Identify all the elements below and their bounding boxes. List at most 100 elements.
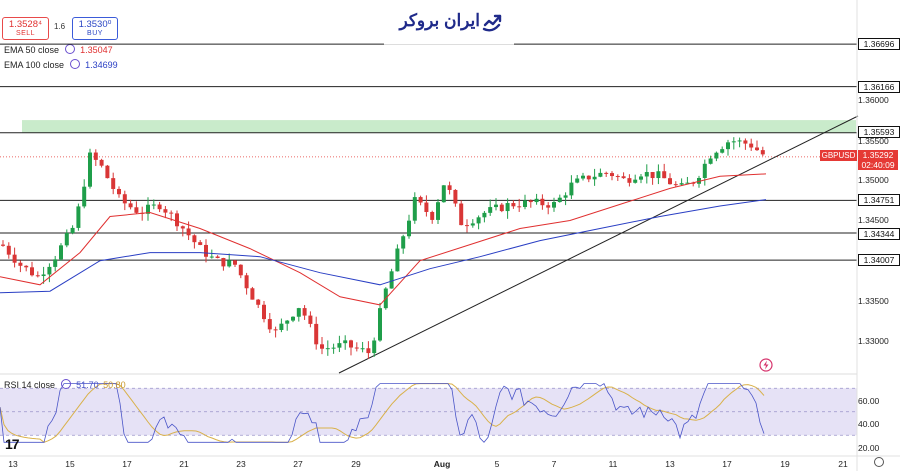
level-label: 1.34344 xyxy=(858,228,900,240)
bearish-candle xyxy=(105,165,110,179)
bearish-candle xyxy=(453,189,458,204)
time-tick: 19 xyxy=(780,459,790,469)
bullish-candle xyxy=(470,223,475,226)
bullish-candle xyxy=(476,217,481,224)
bearish-candle xyxy=(621,176,626,179)
bearish-candle xyxy=(221,258,226,267)
rsi-line xyxy=(0,383,765,443)
bullish-candle xyxy=(592,176,597,180)
ema50-value: 1.35047 xyxy=(80,45,113,55)
bullish-candle xyxy=(407,220,411,237)
level-label: 1.34007 xyxy=(858,254,900,266)
time-tick: 15 xyxy=(65,459,75,469)
rsi-legend[interactable]: RSI 14 close 51.70 50.80 xyxy=(4,379,126,390)
ema100-value: 1.34699 xyxy=(85,60,118,70)
sell-quote-button[interactable]: 1.3528⁴ SELL xyxy=(2,17,49,40)
bearish-candle xyxy=(262,304,266,320)
bullish-candle xyxy=(505,203,510,212)
price-tick: 1.33000 xyxy=(858,336,889,346)
ema100-legend[interactable]: EMA 100 close 1.34699 xyxy=(4,59,118,70)
bullish-candle xyxy=(633,179,638,183)
bullish-candle xyxy=(401,236,406,249)
bullish-candle xyxy=(41,274,46,277)
bullish-candle xyxy=(488,207,493,213)
bullish-candle xyxy=(436,202,440,220)
bullish-candle xyxy=(563,195,568,198)
bullish-candle xyxy=(552,202,556,208)
ema100-line xyxy=(0,199,767,294)
bullish-candle xyxy=(151,204,156,206)
bearish-candle xyxy=(250,288,255,300)
eye-icon[interactable] xyxy=(60,379,71,389)
bearish-candle xyxy=(186,228,191,236)
time-tick: 13 xyxy=(8,459,18,469)
bullish-candle xyxy=(412,197,417,221)
gear-icon[interactable] xyxy=(874,457,884,467)
tradingview-logo-icon: 17 xyxy=(5,436,20,452)
bearish-candle xyxy=(30,267,34,276)
bullish-candle xyxy=(598,172,603,177)
bullish-candle xyxy=(557,197,562,203)
bearish-candle xyxy=(233,260,237,265)
bullish-candle xyxy=(644,172,649,177)
time-tick: 7 xyxy=(551,459,557,469)
bearish-candle xyxy=(366,348,371,354)
bearish-candle xyxy=(204,244,208,257)
bullish-candle xyxy=(360,348,365,350)
bullish-candle xyxy=(731,141,736,143)
bearish-candle xyxy=(180,226,185,229)
spread-value: 1.6 xyxy=(54,22,66,31)
bearish-candle xyxy=(546,205,551,208)
bearish-candle xyxy=(610,173,614,177)
bullish-candle xyxy=(53,259,58,267)
rsi-tick: 60.00 xyxy=(858,396,880,406)
bearish-candle xyxy=(499,204,504,212)
bearish-candle xyxy=(743,140,748,144)
bullish-candle xyxy=(656,171,661,179)
time-tick: 21 xyxy=(838,459,848,469)
bearish-candle xyxy=(320,344,324,349)
bullish-candle xyxy=(82,186,87,207)
bearish-candle xyxy=(430,211,435,220)
bearish-candle xyxy=(24,265,29,268)
bearish-candle xyxy=(157,204,162,210)
buy-quote-button[interactable]: 1.3530⁰ BUY xyxy=(72,17,118,40)
price-tick: 1.34500 xyxy=(858,215,889,225)
bearish-candle xyxy=(517,206,522,208)
bearish-candle xyxy=(244,275,249,289)
bullish-candle xyxy=(343,340,348,344)
time-tick: 11 xyxy=(608,459,618,469)
bullish-candle xyxy=(291,316,295,321)
bullish-candle xyxy=(209,256,214,258)
trend-line xyxy=(338,115,859,374)
bearish-candle xyxy=(198,242,203,245)
level-label: 1.34751 xyxy=(858,194,900,206)
bullish-candle xyxy=(325,348,330,350)
bearish-candle xyxy=(117,188,121,195)
sell-price: 1.3528⁴ xyxy=(8,19,43,30)
bullish-candle xyxy=(285,320,290,324)
bearish-candle xyxy=(627,178,632,183)
bullish-candle xyxy=(389,271,394,289)
symbol-tag: GBPUSD xyxy=(820,150,857,161)
brand-logo: ایران بروکر xyxy=(384,0,514,45)
bearish-candle xyxy=(215,256,220,259)
time-tick: 29 xyxy=(351,459,361,469)
bullish-candle xyxy=(70,227,75,234)
bearish-candle xyxy=(273,329,278,331)
bearish-candle xyxy=(459,203,464,226)
time-tick: 5 xyxy=(494,459,500,469)
bearish-candle xyxy=(314,323,319,345)
bearish-candle xyxy=(6,245,11,255)
bearish-candle xyxy=(673,184,678,186)
bearish-candle xyxy=(540,198,545,206)
bullish-candle xyxy=(708,158,713,164)
bullish-candle xyxy=(59,245,63,260)
bearish-candle xyxy=(18,262,23,266)
bullish-candle xyxy=(726,142,730,150)
eye-icon[interactable] xyxy=(69,59,80,69)
bearish-candle xyxy=(465,225,469,227)
bullish-candle xyxy=(47,266,52,275)
lightning-alert-icon[interactable] xyxy=(759,358,773,372)
